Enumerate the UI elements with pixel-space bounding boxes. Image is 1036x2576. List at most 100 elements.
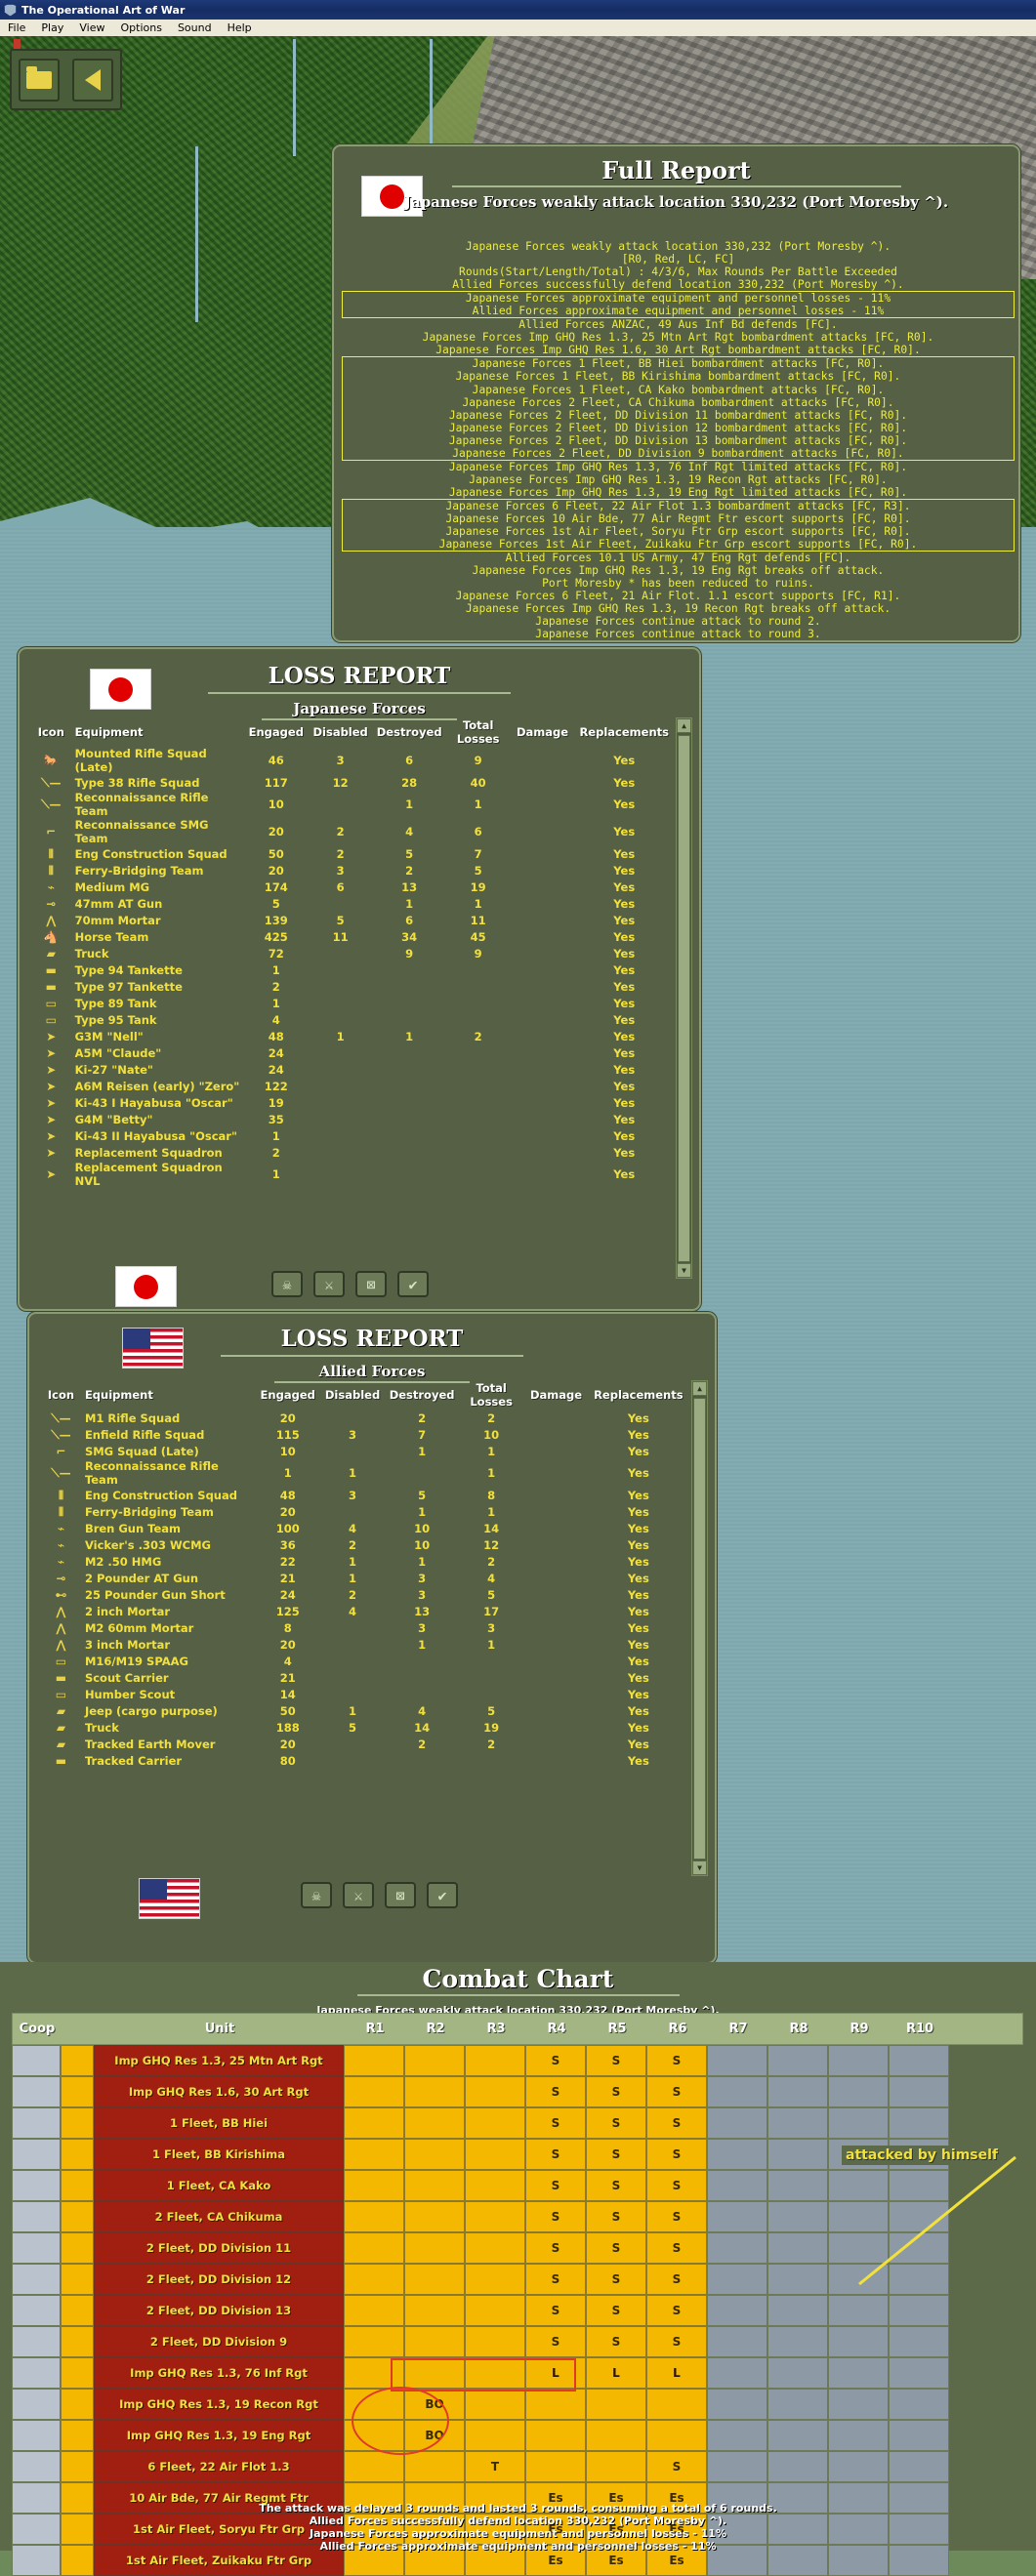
combat-chart-row[interactable]: 10 Air Bde, 77 Air Regmt Ftr Es Es Es [12,2482,1023,2514]
scroll-up-arrow-icon[interactable]: ▲ [677,718,691,733]
menu-item-file[interactable]: File [8,21,26,34]
col-total-losses: Total Losses [470,1381,513,1409]
scroll-down-arrow-icon[interactable]: ▼ [692,1860,707,1875]
table-row[interactable]: ➤ A6M Reisen (early) "Zero" 122 Yes [29,1078,674,1094]
combat-chart-row[interactable]: Imp GHQ Res 1.3, 25 Mtn Art Rgt S S S [12,2045,1023,2076]
table-row[interactable]: ▭ Humber Scout 14 Yes [39,1686,688,1702]
folder-button[interactable] [18,58,60,102]
equipment-name: Humber Scout [84,1687,176,1701]
disabled-value: 11 [332,929,349,944]
combat-chart-row[interactable]: 2 Fleet, DD Division 11 S S S [12,2232,1023,2264]
skull-button[interactable]: ☠ [301,1882,332,1908]
table-row[interactable]: ⟍— Type 38 Rifle Squad 117 12 28 40 Yes [29,774,674,791]
scrollbar-thumb[interactable] [693,1398,706,1860]
table-row[interactable]: ⌐ SMG Squad (Late) 10 1 1 Yes [39,1443,688,1459]
table-row[interactable]: ⌁ Vicker's .303 WCMG 36 2 10 12 Yes [39,1536,688,1553]
combat-chart-row[interactable]: Imp GHQ Res 1.6, 30 Art Rgt S S S [12,2076,1023,2107]
replacements-value: Yes [627,1444,649,1458]
combat-chart-row[interactable]: 6 Fleet, 22 Air Flot 1.3 T S [12,2451,1023,2482]
table-row[interactable]: ⌁ Bren Gun Team 100 4 10 14 Yes [39,1520,688,1536]
checkmark-button[interactable]: ✔ [397,1271,429,1297]
table-row[interactable]: ⟍— Reconnaissance Rifle Team 1 1 1 Yes [39,1459,688,1487]
table-row[interactable]: ▬ Scout Carrier 21 Yes [39,1669,688,1686]
table-row[interactable]: ⊸ 2 Pounder AT Gun 21 1 3 4 Yes [39,1570,688,1586]
table-row[interactable]: ⫴ Ferry-Bridging Team 20 1 1 Yes [39,1503,688,1520]
checkmark-button[interactable]: ✔ [427,1882,458,1908]
table-row[interactable]: ▰ Tracked Earth Mover 20 2 2 Yes [39,1736,688,1752]
table-row[interactable]: ➤ Ki-27 "Nate" 24 Yes [29,1061,674,1078]
menu-bar[interactable]: File Play View Options Sound Help [0,20,1036,36]
table-row[interactable]: ⟍— Reconnaissance Rifle Team 10 1 1 Yes [29,791,674,818]
table-row[interactable]: ➤ G3M "Nell" 48 1 1 2 Yes [29,1028,674,1044]
destroyed-value [373,1094,446,1111]
scrollbar-thumb[interactable] [678,735,690,1262]
crossed-swords-button[interactable]: ⚔ [313,1271,345,1297]
table-row[interactable]: ⟍— Enfield Rifle Squad 115 3 7 10 Yes [39,1426,688,1443]
scroll-down-arrow-icon[interactable]: ▼ [677,1263,691,1278]
combat-chart-row[interactable]: 2 Fleet, DD Division 12 S S S [12,2264,1023,2295]
combat-chart-row[interactable]: 2 Fleet, DD Division 13 S S S [12,2295,1023,2326]
table-row[interactable]: ▬ Type 94 Tankette 1 Yes [29,961,674,978]
table-row[interactable]: 🐴 Horse Team 425 11 34 45 Yes [29,928,674,945]
table-row[interactable]: ▰ Jeep (cargo purpose) 50 1 4 5 Yes [39,1702,688,1719]
table-row[interactable]: ➤ A5M "Claude" 24 Yes [29,1044,674,1061]
table-row[interactable]: ▭ Type 89 Tank 1 Yes [29,995,674,1011]
table-row[interactable]: ▬ Type 97 Tankette 2 Yes [29,978,674,995]
table-row[interactable]: ⊸ 47mm AT Gun 5 1 1 Yes [29,895,674,912]
table-row[interactable]: ⌐ Reconnaissance SMG Team 20 2 4 6 Yes [29,818,674,845]
skull-button[interactable]: ☠ [271,1271,303,1297]
combat-chart-row[interactable]: 2 Fleet, CA Chikuma S S S [12,2201,1023,2232]
round-cell-empty [707,2045,767,2076]
combat-chart-row[interactable]: 1st Air Fleet, Soryu Ftr Grp Es Es Es [12,2514,1023,2545]
japanese-table-scrollbar[interactable]: ▲ ▼ [676,717,692,1279]
round-cell-empty [767,2295,828,2326]
allied-loss-report-buttons: ☠ ⚔ ⊠ ✔ [301,1882,458,1908]
back-button[interactable] [72,58,114,102]
table-row[interactable]: ⋀ 70mm Mortar 139 5 6 11 Yes [29,912,674,928]
table-row[interactable]: ⌁ M2 .50 HMG 22 1 1 2 Yes [39,1553,688,1570]
combat-chart-row[interactable]: 1 Fleet, BB Kirishima S S S [12,2139,1023,2170]
table-row[interactable]: ⋀ M2 60mm Mortar 8 3 3 Yes [39,1619,688,1636]
table-row[interactable]: ⌁ Medium MG 174 6 13 19 Yes [29,879,674,895]
table-row[interactable]: ⫴ Ferry-Bridging Team 20 3 2 5 Yes [29,862,674,879]
table-row[interactable]: ⫴ Eng Construction Squad 48 3 5 8 Yes [39,1487,688,1503]
combat-chart-row[interactable]: 1 Fleet, BB Hiei S S S [12,2107,1023,2139]
table-row[interactable]: ➤ Replacement Squadron 2 Yes [29,1144,674,1161]
table-row[interactable]: ▬ Tracked Carrier 80 Yes [39,1752,688,1769]
round-cell [344,2357,404,2389]
menu-item-play[interactable]: Play [41,21,64,34]
allied-table-scrollbar[interactable]: ▲ ▼ [691,1380,708,1876]
table-row[interactable]: 🐎 Mounted Rifle Squad (Late) 46 3 6 9 Yes [29,747,674,774]
round-cell: S [586,2170,646,2201]
table-row[interactable]: ⋀ 2 inch Mortar 125 4 13 17 Yes [39,1603,688,1619]
round-cell-empty [889,2357,949,2389]
table-row[interactable]: ⊷ 25 Pounder Gun Short 24 2 3 5 Yes [39,1586,688,1603]
combat-chart-row[interactable]: Imp GHQ Res 1.3, 76 Inf Rgt L L L [12,2357,1023,2389]
table-row[interactable]: ➤ Replacement Squadron NVL 1 Yes [29,1161,674,1188]
menu-item-options[interactable]: Options [120,21,162,34]
disabled-value: 6 [336,879,345,894]
table-row[interactable]: ▰ Truck 188 5 14 19 Yes [39,1719,688,1736]
table-row[interactable]: ▭ M16/M19 SPAAG 4 Yes [39,1653,688,1669]
combat-chart-row[interactable]: Imp GHQ Res 1.3, 19 Eng Rgt BO [12,2420,1023,2451]
combat-chart-row[interactable]: 1 Fleet, CA Kako S S S [12,2170,1023,2201]
table-row[interactable]: ⋀ 3 inch Mortar 20 1 1 Yes [39,1636,688,1653]
map-river-1 [293,39,296,156]
combat-chart-row[interactable]: Imp GHQ Res 1.3, 19 Recon Rgt BO [12,2389,1023,2420]
crossed-box-button[interactable]: ⊠ [385,1882,416,1908]
menu-item-sound[interactable]: Sound [177,21,212,34]
menu-item-help[interactable]: Help [227,21,252,34]
destroyed-value: 2 [418,1411,427,1425]
menu-item-view[interactable]: View [79,21,105,34]
table-row[interactable]: ▭ Type 95 Tank 4 Yes [29,1011,674,1028]
table-row[interactable]: ▰ Truck 72 9 9 Yes [29,945,674,961]
crossed-swords-button[interactable]: ⚔ [343,1882,374,1908]
table-row[interactable]: ➤ Ki-43 I Hayabusa "Oscar" 19 Yes [29,1094,674,1111]
table-row[interactable]: ➤ G4M "Betty" 35 Yes [29,1111,674,1127]
crossed-box-button[interactable]: ⊠ [355,1271,387,1297]
scroll-up-arrow-icon[interactable]: ▲ [692,1381,707,1396]
table-row[interactable]: ⫴ Eng Construction Squad 50 2 5 7 Yes [29,845,674,862]
table-row[interactable]: ⟍— M1 Rifle Squad 20 2 2 Yes [39,1410,688,1426]
table-row[interactable]: ➤ Ki-43 II Hayabusa "Oscar" 1 Yes [29,1127,674,1144]
